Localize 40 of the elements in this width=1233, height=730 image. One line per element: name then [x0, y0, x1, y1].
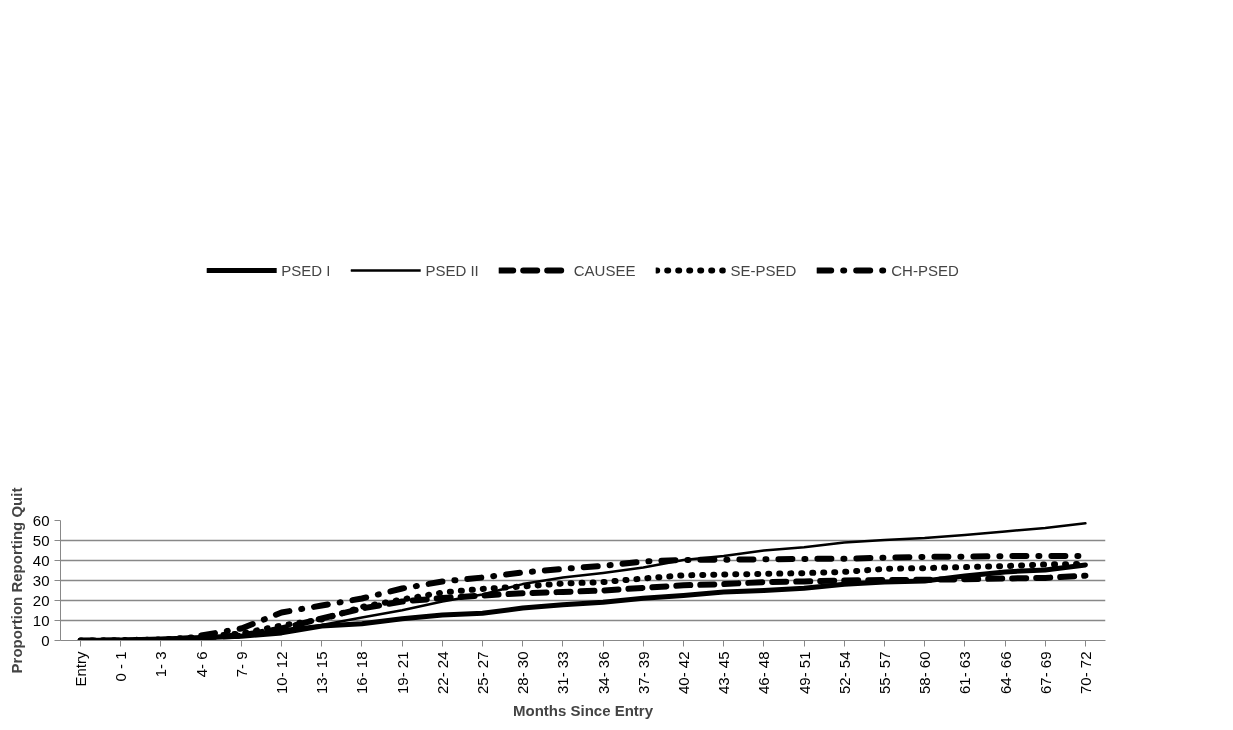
- x-tick-label: 37- 39: [634, 651, 652, 695]
- x-tick-label: 1- 3: [152, 651, 170, 678]
- y-tick-label: 20: [32, 591, 50, 609]
- x-tick-label: 70- 72: [1076, 651, 1094, 695]
- x-tick-label: 22- 24: [433, 651, 451, 695]
- x-tick-label: 49- 51: [795, 651, 813, 695]
- y-tick-label: 0: [41, 631, 50, 649]
- x-tick-label: Entry: [72, 651, 90, 687]
- x-tick-label: 10- 12: [273, 651, 291, 695]
- legend-label: SE-PSED: [730, 261, 797, 279]
- y-tick-label: 40: [32, 551, 50, 569]
- x-tick-label: 28- 30: [514, 651, 532, 695]
- x-tick-label: 58- 60: [916, 651, 934, 695]
- x-tick-label: 52- 54: [835, 651, 853, 695]
- x-tick-label: 16- 18: [353, 651, 371, 695]
- x-tick-label: 55- 57: [875, 651, 893, 695]
- y-tick-label: 60: [32, 511, 50, 529]
- x-tick-label: 7- 9: [232, 651, 250, 678]
- x-tick-label: 19- 21: [393, 651, 411, 695]
- x-tick-label: 46- 48: [755, 651, 773, 695]
- x-tick-label: 61- 63: [956, 651, 974, 695]
- x-tick-label: 67- 69: [1036, 651, 1054, 695]
- x-tick-label: 0 - 1: [112, 651, 130, 682]
- legend-label: CH-PSED: [891, 261, 959, 279]
- x-tick-label: 40- 42: [674, 651, 692, 695]
- x-tick-label: 31- 33: [554, 651, 572, 695]
- legend-label: CAUSEE: [573, 261, 636, 279]
- y-tick-label: 50: [32, 531, 50, 549]
- x-tick-label: 43- 45: [715, 651, 733, 695]
- x-tick-label: 64- 66: [996, 651, 1014, 695]
- x-tick-label: 4- 6: [192, 651, 210, 678]
- x-tick-label: 34- 36: [594, 651, 612, 695]
- x-axis-title: Months Since Entry: [512, 702, 654, 720]
- y-tick-label: 10: [32, 611, 50, 629]
- x-tick-label: 13- 15: [313, 651, 331, 695]
- x-tick-label: 25- 27: [474, 651, 492, 695]
- y-tick-label: 30: [32, 571, 50, 589]
- legend-label: PSED I: [281, 261, 331, 279]
- y-axis-title: Proportion Reporting Quit: [7, 487, 25, 674]
- legend-label: PSED II: [425, 261, 479, 279]
